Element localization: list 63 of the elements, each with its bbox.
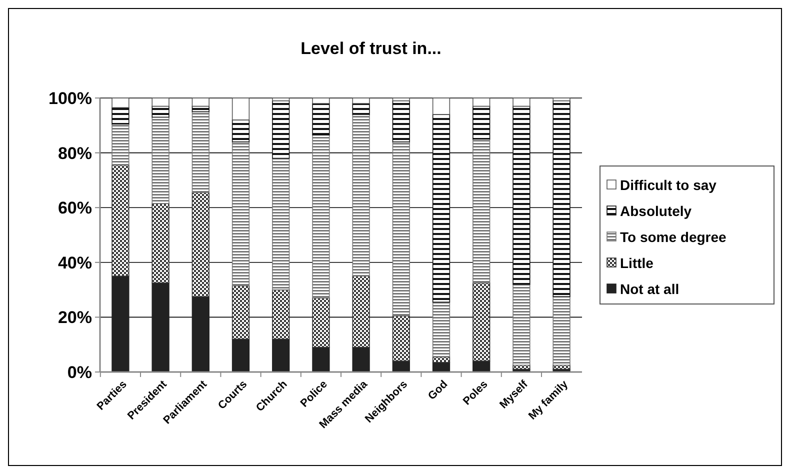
y-tick-label: 40%	[58, 253, 92, 272]
bar	[152, 98, 170, 107]
bar	[272, 289, 290, 340]
bar	[192, 192, 210, 298]
bar	[152, 203, 170, 284]
bar	[432, 114, 450, 303]
bar	[192, 98, 210, 107]
bar	[152, 282, 170, 372]
bar	[392, 98, 410, 102]
bar	[112, 276, 130, 372]
legend-label: Absolutely	[620, 202, 692, 219]
bar	[432, 98, 450, 115]
bar	[112, 107, 130, 124]
bar	[552, 98, 570, 102]
bar	[352, 346, 370, 372]
bar	[352, 114, 370, 276]
bar	[272, 338, 290, 372]
y-tick-label: 60%	[58, 198, 92, 218]
bar	[472, 106, 490, 140]
bar	[312, 298, 330, 348]
bar	[152, 106, 170, 118]
bar	[112, 164, 130, 276]
bar	[352, 98, 370, 104]
bar	[472, 282, 490, 362]
bar	[472, 98, 490, 107]
bar	[512, 98, 530, 107]
bar	[272, 158, 290, 290]
bar	[472, 138, 490, 284]
bar	[352, 276, 370, 348]
bar	[112, 124, 130, 166]
bar	[512, 284, 530, 366]
legend-label: Little	[620, 254, 654, 271]
bar	[312, 346, 330, 372]
y-tick-label: 80%	[58, 144, 92, 163]
legend-label: Difficult to say	[620, 176, 717, 193]
bar	[232, 338, 250, 372]
bar	[432, 302, 450, 358]
bar	[272, 98, 290, 102]
bar	[232, 120, 250, 142]
y-tick-label: 100%	[48, 88, 92, 108]
y-tick-label: 0%	[67, 362, 92, 382]
bar	[192, 296, 210, 372]
chart-title: Level of trust in...	[300, 39, 442, 58]
bar	[512, 106, 530, 285]
bar	[392, 100, 410, 142]
bar	[192, 111, 210, 193]
bar	[232, 98, 250, 120]
bar	[392, 141, 410, 316]
bar	[232, 285, 250, 340]
bar	[312, 134, 330, 298]
bar	[152, 116, 170, 204]
y-tick-label: 20%	[58, 308, 92, 328]
bar	[272, 100, 290, 159]
bar	[392, 315, 410, 362]
bar	[312, 103, 330, 136]
legend-label: Not at all	[620, 280, 680, 297]
bar	[552, 100, 570, 298]
bar	[232, 141, 250, 286]
bar	[352, 103, 370, 115]
legend-label: To some degree	[620, 228, 727, 245]
bar	[312, 98, 330, 104]
bar	[552, 296, 570, 366]
bar	[112, 98, 130, 108]
